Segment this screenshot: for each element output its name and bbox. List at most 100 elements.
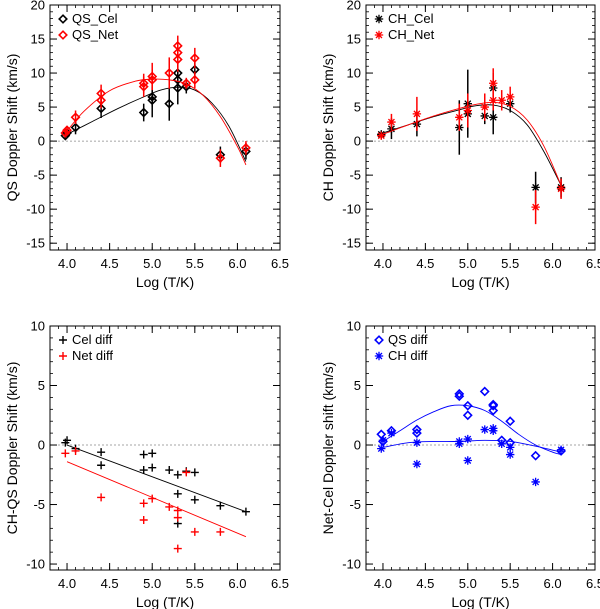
data-point — [164, 68, 175, 78]
data-point — [376, 429, 387, 440]
data-point — [189, 53, 200, 64]
y-tick-label: 20 — [31, 0, 45, 13]
x-axis-label: Log (T/K) — [136, 274, 194, 290]
legend-marker — [59, 352, 67, 360]
data-point — [454, 391, 465, 402]
data-point — [148, 449, 157, 458]
x-tick-label: 5.5 — [501, 576, 519, 591]
legend-label: QS_Net — [72, 27, 119, 42]
legend-label: CH diff — [388, 348, 428, 363]
y-tick-label: -5 — [33, 497, 45, 512]
data-point — [148, 463, 157, 472]
y-tick-label: -5 — [349, 168, 361, 183]
legend-label: QS_Cel — [72, 11, 118, 26]
data-point — [463, 434, 472, 444]
data-point — [165, 502, 174, 511]
x-axis-label: Log (T/K) — [136, 594, 194, 609]
legend-marker — [374, 351, 384, 361]
data-point — [488, 400, 499, 411]
x-tick-label: 5.5 — [186, 256, 204, 271]
plot-frame — [365, 325, 596, 571]
legend-marker — [374, 335, 384, 345]
data-point — [387, 117, 396, 127]
plot-frame — [49, 325, 281, 571]
series-qs-net: QS_Net — [58, 27, 251, 167]
data-point — [411, 428, 422, 439]
data-point — [60, 128, 71, 138]
y-tick-label: -10 — [26, 557, 45, 572]
data-point — [489, 424, 498, 433]
data-point — [411, 424, 422, 435]
series-qs-diff: QS diff — [374, 332, 567, 461]
legend-label: Cel diff — [72, 332, 113, 347]
x-tick-label: 4.0 — [58, 576, 76, 591]
data-point — [479, 386, 490, 397]
x-tick-label: 4.0 — [374, 256, 392, 271]
data-point — [138, 107, 149, 118]
x-tick-label: 4.5 — [416, 256, 434, 271]
data-point — [530, 450, 541, 461]
data-point — [531, 202, 540, 212]
fit-curve — [66, 444, 247, 513]
x-axis-label: Log (T/K) — [451, 274, 509, 290]
data-point — [489, 113, 498, 122]
x-tick-label: 6.5 — [271, 256, 289, 271]
data-point — [531, 183, 540, 192]
data-point — [505, 92, 515, 102]
y-tick-label: 10 — [31, 66, 45, 81]
data-point — [61, 449, 70, 458]
data-point — [377, 131, 386, 140]
data-point — [138, 81, 149, 92]
data-point — [147, 91, 158, 102]
data-point — [147, 74, 158, 85]
panel-top-right: 4.0 4.5 5.0 5.5 6.0 6.5 -15 -10 -5 0 5 10 15 20 Log (T… — [320, 0, 600, 290]
y-tick-label: 10 — [347, 319, 361, 334]
legend-marker — [59, 336, 67, 344]
data-point — [189, 74, 200, 85]
data-point — [96, 95, 107, 106]
data-point — [455, 437, 464, 446]
data-point — [172, 54, 183, 65]
data-point — [531, 477, 540, 487]
data-point — [71, 446, 80, 455]
data-point — [97, 493, 106, 502]
data-point — [462, 410, 473, 421]
data-point — [148, 494, 157, 503]
data-point — [462, 400, 473, 411]
data-point — [182, 468, 191, 477]
data-point — [454, 388, 465, 399]
y-tick-label: 5 — [354, 100, 361, 115]
y-tick-label: 5 — [38, 100, 45, 115]
fit-curve — [382, 439, 562, 453]
data-point — [412, 438, 422, 447]
fit-curve — [382, 104, 562, 186]
data-point — [173, 544, 182, 553]
data-point — [181, 78, 192, 89]
data-point — [377, 444, 386, 453]
data-point — [216, 501, 225, 510]
data-point — [165, 466, 174, 475]
data-point — [70, 122, 81, 133]
y-tick-label: -10 — [342, 557, 361, 572]
data-point — [172, 68, 183, 78]
y-axis-label: CH-QS Doppler Shift (km/s) — [4, 362, 20, 535]
y-tick-label: -10 — [342, 202, 361, 217]
data-point — [173, 470, 182, 479]
data-point — [190, 527, 199, 536]
x-tick-label: 4.5 — [101, 576, 119, 591]
legend-label: Net diff — [72, 348, 113, 363]
fit-curve — [382, 404, 562, 455]
legend-label: CH_Net — [388, 27, 435, 42]
y-tick-label: 0 — [38, 134, 45, 149]
series-cel-diff: Cel diff — [59, 332, 250, 528]
legend-marker — [58, 30, 68, 40]
x-tick-label: 5.5 — [186, 576, 204, 591]
y-tick-label: 0 — [354, 438, 361, 453]
y-tick-label: -15 — [342, 236, 361, 251]
data-point — [505, 416, 516, 427]
data-point — [505, 443, 515, 452]
data-point — [190, 468, 199, 477]
series-ch-diff: CH diff — [374, 348, 566, 487]
y-tick-label: -10 — [26, 202, 45, 217]
